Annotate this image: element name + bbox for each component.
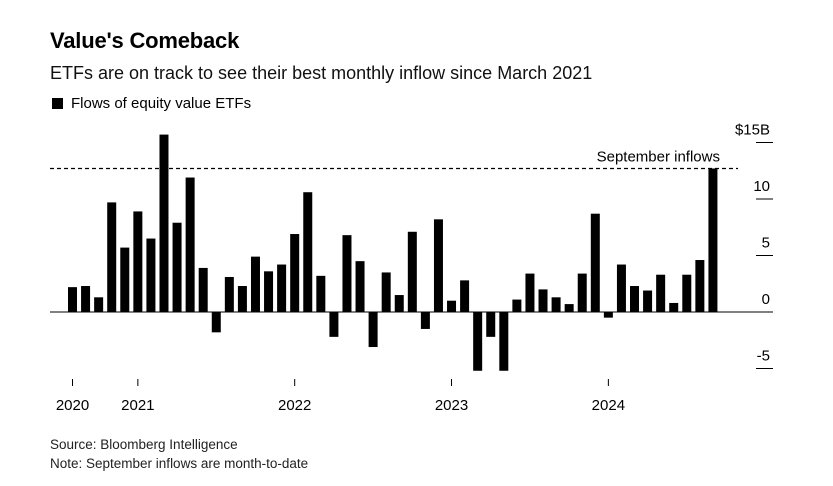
x-tick-label: 2020	[56, 397, 89, 414]
source-note: Source: Bloomberg Intelligence	[50, 437, 238, 452]
bar	[656, 274, 666, 312]
footnote: Note: September inflows are month-to-dat…	[50, 456, 309, 471]
bar	[120, 247, 130, 312]
bar	[499, 312, 509, 371]
bar	[133, 211, 143, 312]
bar	[669, 302, 679, 312]
legend-swatch	[52, 98, 63, 109]
bar	[590, 213, 600, 312]
bar	[407, 231, 417, 312]
bar	[447, 300, 457, 312]
bar	[264, 271, 274, 312]
bar	[224, 276, 234, 312]
bar	[342, 235, 352, 312]
bar	[433, 219, 443, 312]
y-tick-label: 0	[762, 291, 770, 308]
bar	[303, 192, 313, 312]
bar	[564, 304, 574, 312]
legend: Flows of equity value ETFs	[50, 95, 251, 112]
bar	[512, 299, 522, 312]
annotations-group: September inflows	[50, 148, 738, 170]
bar	[237, 286, 247, 312]
bar	[355, 261, 365, 312]
bar	[250, 256, 260, 312]
bar	[172, 222, 182, 312]
bar	[185, 177, 195, 312]
y-tick-label: $15B	[735, 122, 770, 139]
bar	[146, 238, 156, 312]
bar	[94, 297, 104, 312]
bar	[616, 264, 626, 312]
bar	[695, 260, 705, 312]
x-tick-label: 2024	[592, 397, 625, 414]
bar	[290, 234, 300, 312]
bar	[486, 312, 496, 337]
bar	[551, 297, 561, 312]
bar	[381, 272, 391, 312]
y-axis: $15B 10 5 0 -5	[735, 122, 773, 369]
bar	[603, 312, 613, 318]
y-tick-label: 10	[753, 178, 770, 195]
annotation-label: September inflows	[597, 148, 720, 165]
x-tick-label: 2021	[121, 397, 154, 414]
bar	[420, 312, 430, 329]
bar	[277, 264, 287, 312]
x-tick-label: 2023	[435, 397, 468, 414]
chart-subtitle: ETFs are on track to see their best mont…	[50, 63, 593, 83]
bar	[643, 290, 653, 312]
chart-title: Value's Comeback	[50, 28, 240, 53]
bar	[538, 289, 548, 312]
bars-group	[50, 134, 773, 371]
bar	[198, 267, 208, 312]
bar	[107, 202, 117, 312]
bar	[460, 280, 470, 312]
bar	[394, 295, 404, 312]
y-tick-label: 5	[762, 235, 770, 252]
bar	[316, 275, 326, 312]
bar	[708, 168, 718, 312]
bar	[68, 287, 77, 312]
legend-label: Flows of equity value ETFs	[71, 95, 252, 112]
bar	[473, 312, 483, 371]
bar	[577, 273, 587, 312]
bar	[525, 273, 535, 312]
bar	[368, 312, 378, 348]
x-tick-label: 2022	[278, 397, 311, 414]
bar	[630, 286, 640, 312]
x-axis: 2020 2021 2022 2023 2024	[56, 379, 625, 414]
bar	[159, 134, 169, 312]
bar	[682, 274, 692, 312]
y-tick-label: -5	[757, 348, 770, 365]
bar	[81, 286, 91, 312]
bar	[329, 312, 339, 337]
bar	[211, 312, 221, 333]
